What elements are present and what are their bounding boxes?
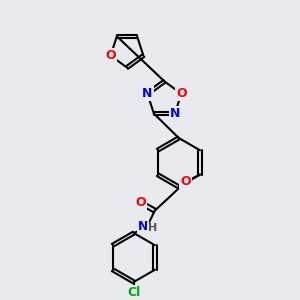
Text: O: O [105,49,116,62]
Text: N: N [170,107,180,120]
Text: H: H [148,224,157,233]
Text: O: O [176,87,187,100]
Text: Cl: Cl [127,286,140,299]
Text: O: O [180,176,191,188]
Text: N: N [138,220,148,233]
Text: N: N [142,87,153,100]
Text: O: O [135,196,146,209]
